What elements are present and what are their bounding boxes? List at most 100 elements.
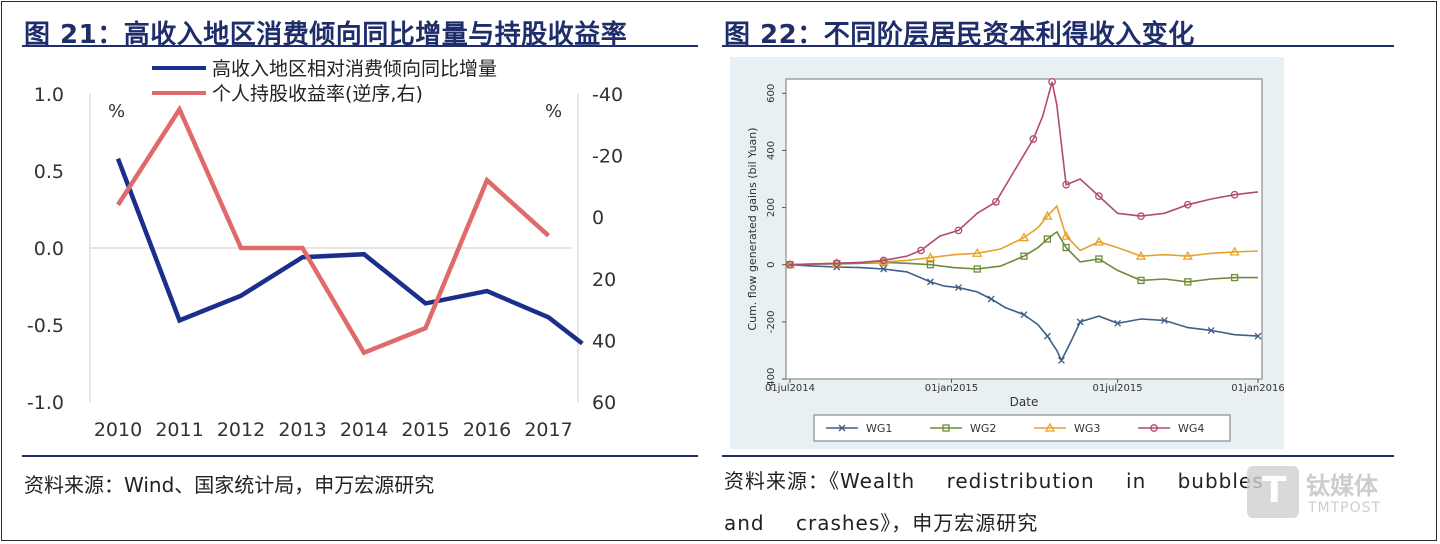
data-point-wg4 [1062, 180, 1070, 189]
right-y-tick-label: 40 [592, 330, 616, 352]
legend-marker-wg2 [942, 424, 950, 432]
right-y-tick-label: 600 [766, 84, 777, 103]
data-point-wg4 [1230, 190, 1239, 199]
data-point-wg2 [1230, 273, 1239, 282]
legend-label-wg4: WG4 [1178, 422, 1204, 435]
left-y-tick-label: -1.0 [27, 392, 64, 414]
series-line-2 [116, 104, 551, 356]
data-point-wg2 [1062, 243, 1070, 252]
right-source-rule [722, 455, 1394, 457]
data-point-wg1 [926, 278, 934, 286]
data-point-wg1 [1114, 319, 1122, 327]
x-tick-label: 2017 [524, 419, 572, 441]
right-y-tick-label: -400 [766, 368, 777, 391]
watermark-logo-letter: T [1262, 470, 1287, 511]
x-tick-label: 2015 [401, 419, 449, 441]
data-point-wg2 [1020, 252, 1028, 260]
legend-label-wg2: WG2 [970, 422, 996, 435]
data-point-wg2 [1184, 278, 1192, 286]
left-source: 资料来源：Wind、国家统计局，申万宏源研究 [24, 473, 435, 497]
right-y-tick-label: 60 [592, 392, 616, 414]
legend-label-wg3: WG3 [1074, 422, 1100, 435]
data-point-wg1 [1057, 356, 1065, 364]
data-point-wg3 [1182, 250, 1193, 260]
data-point-wg2 [1137, 276, 1145, 285]
x-tick-label: 2014 [340, 419, 388, 441]
x-tick-label: 2012 [217, 419, 265, 441]
left-chart: 高收入地区相对消费倾向同比增量 个人持股收益率(逆序,右) % % 1.0 0.5… [27, 58, 623, 441]
legend-label-series-1: 高收入地区相对消费倾向同比增量 [212, 58, 497, 80]
left-axis-unit: % [108, 101, 125, 122]
legend-marker-wg3 [1044, 422, 1056, 432]
right-title-rule [722, 45, 1394, 47]
left-y-tick-label: 1.0 [34, 84, 64, 106]
data-point-wg3 [1135, 250, 1147, 260]
data-point-wg4 [1048, 78, 1056, 86]
data-point-wg4 [917, 246, 925, 255]
data-point-wg3 [1229, 246, 1240, 256]
data-point-wg4 [992, 198, 1000, 206]
data-point-wg2 [973, 265, 981, 273]
right-x-tick-label: 01jan2015 [925, 383, 978, 394]
data-point-wg2 [1043, 235, 1052, 243]
right-x-tick-label: 01jul2015 [1093, 383, 1143, 394]
data-point-wg1 [1207, 326, 1215, 334]
right-x-tick-label: 01jul2014 [765, 383, 815, 394]
watermark-logo-tile [1247, 466, 1299, 518]
left-source-rule [22, 455, 698, 457]
data-point-wg4 [879, 256, 888, 265]
x-tick-label: 2011 [155, 419, 203, 441]
x-tick-label: 2016 [463, 419, 511, 441]
legend-marker-wg1 [838, 424, 846, 432]
data-point-wg4 [1137, 212, 1145, 220]
data-point-wg1 [1043, 332, 1051, 340]
data-point-wg1 [1076, 318, 1084, 326]
right-y-tick-label: 0 [766, 262, 777, 268]
data-point-wg4 [786, 260, 794, 269]
x-tick-label: 2010 [94, 419, 142, 441]
left-y-tick-label: -0.5 [27, 315, 64, 337]
right-chart: Cum. flow generated gains (bil Yuan) Dat… [746, 78, 1284, 442]
data-point-wg1 [1020, 311, 1028, 319]
legend-label-series-2: 个人持股收益率(逆序,右) [212, 83, 423, 105]
data-point-wg3 [1042, 210, 1053, 220]
legend-label-wg1: WG1 [866, 422, 892, 435]
left-y-tick-label: 0.5 [34, 161, 64, 183]
data-point-wg3 [1018, 232, 1030, 242]
data-point-wg2 [1095, 255, 1103, 263]
series-line-wg1 [789, 263, 1259, 363]
data-point-wg3 [1060, 230, 1072, 240]
data-point-wg1 [987, 295, 995, 303]
right-y-tick-label: 400 [766, 141, 777, 160]
series-line-wg3 [789, 204, 1259, 266]
series-line-wg4 [789, 81, 1259, 266]
right-y-axis-label: Cum. flow generated gains (bil Yuan) [746, 127, 759, 330]
data-point-wg1 [1254, 332, 1262, 340]
series-line-1 [115, 157, 584, 346]
data-point-wg4 [954, 226, 963, 235]
left-title-rule [22, 45, 698, 47]
left-legend: 高收入地区相对消费倾向同比增量 个人持股收益率(逆序,右) [152, 58, 497, 105]
data-point-wg3 [972, 247, 983, 257]
x-tick-label: 2013 [278, 419, 326, 441]
right-y-tick-label: -200 [766, 311, 777, 334]
left-y-tick-label: 0.0 [34, 238, 64, 260]
data-point-wg2 [926, 261, 935, 269]
right-x-tick-label: 01jan2016 [1231, 383, 1284, 394]
right-y-tick-label: 0 [592, 207, 604, 229]
right-x-axis-label: Date [1010, 395, 1039, 409]
right-source: 资料来源：《Wealth redistribution in bubbles a… [724, 469, 1264, 535]
data-point-wg3 [925, 252, 936, 262]
data-point-wg1 [1160, 316, 1168, 324]
watermark-text: 钛媒体 [1306, 472, 1378, 500]
watermark-subtext: TMTPOST [1308, 500, 1382, 516]
data-point-wg4 [1029, 135, 1038, 143]
right-y-tick-label: -40 [592, 84, 623, 106]
right-y-tick-label: -20 [592, 146, 623, 168]
right-y-tick-label: 200 [766, 198, 777, 217]
data-point-wg1 [880, 265, 888, 273]
data-point-wg4 [1183, 200, 1192, 209]
legend-marker-wg4 [1150, 424, 1158, 432]
plot-area [785, 78, 1263, 380]
